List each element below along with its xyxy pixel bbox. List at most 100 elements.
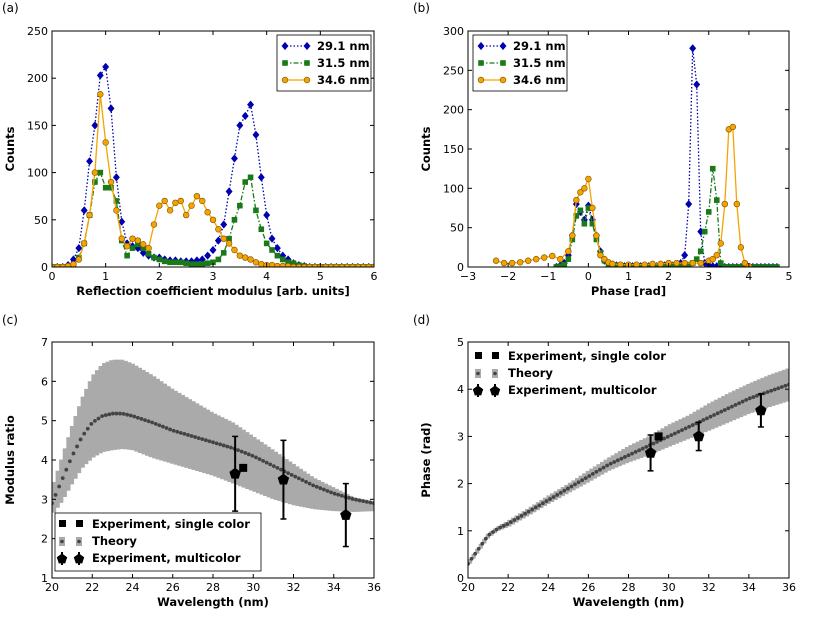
data-point [252, 259, 260, 266]
y-tick-label: 5 [457, 336, 464, 349]
multicolor-point [755, 404, 767, 416]
panel-label: (d) [413, 313, 430, 327]
legend-marker [477, 41, 485, 51]
data-point [124, 252, 130, 259]
theory-point [139, 417, 144, 421]
data-point [533, 255, 540, 263]
data-point [247, 100, 255, 109]
theory-point [93, 418, 97, 423]
data-point [722, 264, 728, 267]
theory-point [361, 499, 366, 504]
legend-label: 34.6 nm [317, 73, 370, 87]
theory-band-bar [148, 374, 153, 458]
legend-marker [477, 76, 485, 84]
theory-point [740, 399, 745, 404]
theory-point [476, 546, 481, 551]
legend-marker [500, 60, 506, 66]
theory-point [637, 448, 642, 453]
panel-label: (a) [2, 1, 19, 15]
data-point [177, 197, 185, 205]
x-tick-label: 32 [287, 581, 301, 594]
theory-band-bar [478, 543, 483, 549]
theory-point [329, 490, 333, 495]
theory-point [311, 483, 316, 488]
theory-point [569, 484, 574, 489]
theory-band-bar [302, 471, 307, 508]
theory-band-bar [338, 490, 343, 512]
theory-band-bar [331, 487, 336, 512]
theory-point [712, 413, 716, 417]
data-point [593, 236, 600, 243]
data-point [565, 256, 572, 262]
series-line [52, 94, 374, 267]
data-point [241, 111, 249, 121]
data-point [215, 226, 222, 233]
data-point [701, 228, 708, 235]
theory-band-bar [130, 363, 135, 451]
theory-band-bar [309, 476, 314, 509]
data-point [754, 264, 760, 267]
data-point [161, 197, 168, 205]
theory-band-bar [91, 374, 96, 458]
data-point [585, 175, 592, 183]
x-tick-label: 26 [166, 581, 180, 594]
x-tick-label: 36 [782, 581, 796, 594]
data-point [145, 250, 152, 257]
theory-point [318, 486, 323, 491]
data-point [258, 226, 265, 233]
data-point [97, 169, 104, 176]
theory-point [633, 450, 638, 454]
data-point [738, 264, 744, 267]
legend-label: Experiment, single color [92, 517, 250, 531]
data-point [713, 252, 720, 259]
y-tick-label: 300 [443, 25, 464, 38]
theory-point [196, 436, 201, 441]
x-tick-label: 28 [622, 581, 636, 594]
data-point [156, 202, 163, 209]
theory-point [769, 388, 774, 393]
panel-a: (a) 0 1 2 3 4 5 6 0 50 100 150 200 250 Reflection coef… [2, 1, 378, 298]
x-axis-label: Wavelength (nm) [157, 595, 269, 609]
data-point [737, 244, 745, 251]
theory-point [164, 426, 169, 430]
theory-point [82, 431, 87, 436]
x-tick-label: 5 [786, 270, 793, 283]
data-point [199, 261, 206, 267]
data-point [726, 264, 732, 267]
y-tick-label: 4 [457, 383, 464, 396]
multicolor-point [229, 467, 241, 479]
data-point [107, 178, 115, 186]
data-point [134, 237, 142, 244]
data-point [178, 259, 184, 266]
data-point [516, 259, 524, 266]
theory-point [705, 416, 709, 421]
series-34.6-nm [492, 123, 753, 267]
legend: Experiment, single color Theory Experiment… [54, 512, 262, 572]
y-tick-label: 50 [450, 222, 464, 235]
data-point [284, 262, 292, 267]
data-point [231, 217, 238, 223]
data-point [577, 189, 584, 196]
data-point [274, 262, 281, 267]
y-tick-label: 200 [27, 72, 48, 85]
data-point [693, 256, 700, 262]
theory-band-bar [341, 492, 346, 512]
data-point [709, 165, 716, 172]
theory-point [182, 432, 187, 436]
data-point [172, 259, 179, 266]
data-point [86, 211, 93, 219]
data-point [193, 193, 201, 200]
data-point [70, 260, 77, 267]
theory-band-bar [220, 417, 225, 480]
x-tick-label: 20 [461, 581, 475, 594]
theory-point [157, 423, 162, 428]
theory-point [747, 396, 752, 401]
theory-point [772, 387, 777, 392]
theory-band-bar [266, 446, 271, 498]
theory-point [250, 453, 255, 458]
data-point [140, 241, 147, 248]
theory-band-bar [320, 481, 325, 510]
theory-band-bar [137, 367, 143, 453]
data-point [102, 62, 110, 72]
x-tick-label: 36 [367, 581, 381, 594]
